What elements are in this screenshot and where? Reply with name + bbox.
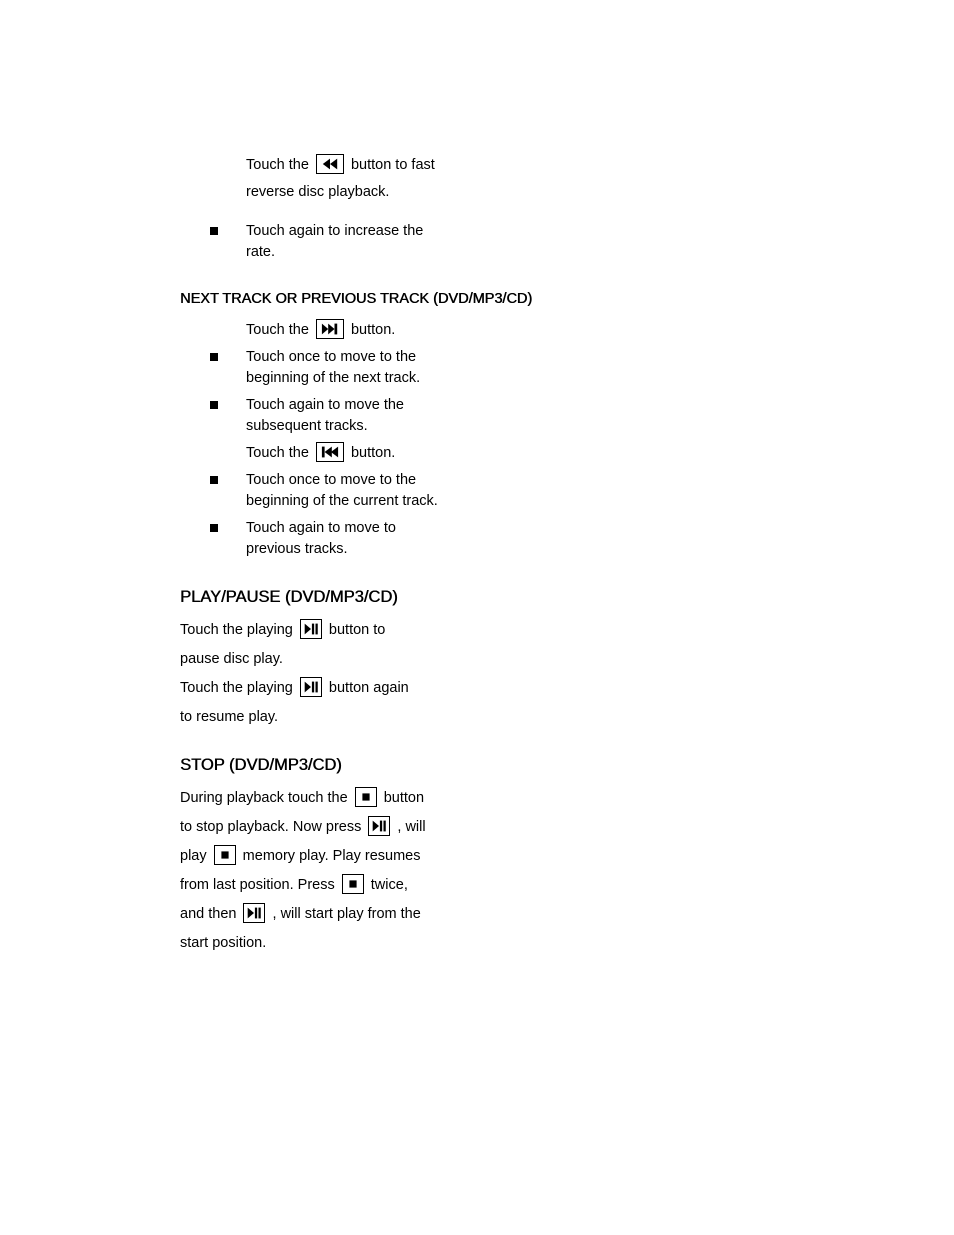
- playpause-line-1: Touch the playing button to: [180, 620, 774, 641]
- text-fragment: button to fast: [351, 157, 435, 173]
- text-fragment: play: [180, 848, 211, 864]
- bullet-text: Touch again to move the subsequent track…: [246, 395, 774, 437]
- stop-icon: [342, 874, 364, 894]
- bullet-text: Touch once to move to the beginning of t…: [246, 470, 774, 512]
- text-fragment: reverse disc playback.: [246, 184, 389, 200]
- text-fragment: Touch the: [246, 322, 313, 338]
- text-line: rate.: [246, 242, 774, 263]
- next-bullet-2: Touch again to move the subsequent track…: [210, 395, 774, 437]
- playpause-line-2: pause disc play.: [180, 649, 774, 670]
- text-line: Touch again to increase the: [246, 221, 774, 242]
- heading-next-prev: NEXT TRACK OR PREVIOUS TRACK (DVD/MP3/CD…: [180, 289, 774, 310]
- text-line: Touch again to move to: [246, 518, 774, 539]
- stop-icon: [355, 787, 377, 807]
- bullet-text: Touch again to increase the rate.: [246, 221, 774, 263]
- playpause-line-4: to resume play.: [180, 707, 774, 728]
- stop-line-4: from last position. Press twice,: [180, 875, 774, 896]
- bullet-text: Touch once to move to the beginning of t…: [246, 347, 774, 389]
- play-pause-icon: [243, 903, 265, 923]
- prev-bullet-2: Touch again to move to previous tracks.: [210, 518, 774, 560]
- text-fragment: Touch the: [246, 157, 313, 173]
- rewind-line-2: reverse disc playback.: [246, 182, 774, 203]
- bullet-icon: [210, 401, 218, 409]
- prev-line-1: Touch the button.: [246, 443, 774, 464]
- text-line: Touch again to move the: [246, 395, 774, 416]
- text-fragment: Touch the: [246, 445, 313, 461]
- next-track-icon: [316, 319, 344, 339]
- text-fragment: Touch the playing: [180, 680, 297, 696]
- next-line-1: Touch the button.: [246, 320, 774, 341]
- text-fragment: button to: [329, 622, 385, 638]
- text-fragment: button: [384, 790, 424, 806]
- text-line: Touch once to move to the: [246, 470, 774, 491]
- stop-line-6: start position.: [180, 933, 774, 954]
- playpause-line-3: Touch the playing button again: [180, 678, 774, 699]
- text-fragment: , will start play from the: [273, 906, 421, 922]
- stop-line-1: During playback touch the button: [180, 788, 774, 809]
- text-fragment: , will: [397, 819, 425, 835]
- rewind-icon: [316, 154, 344, 174]
- text-fragment: and then: [180, 906, 240, 922]
- text-fragment: to stop playback. Now press: [180, 819, 365, 835]
- stop-line-3: play memory play. Play resumes: [180, 846, 774, 867]
- bullet-icon: [210, 353, 218, 361]
- text-fragment: twice,: [371, 877, 408, 893]
- heading-stop: STOP (DVD/MP3/CD): [180, 754, 774, 778]
- text-fragment: button.: [351, 445, 395, 461]
- bullet-icon: [210, 476, 218, 484]
- text-fragment: button.: [351, 322, 395, 338]
- text-fragment: Touch the playing: [180, 622, 297, 638]
- prev-bullet-1: Touch once to move to the beginning of t…: [210, 470, 774, 512]
- rewind-line-1: Touch the button to fast: [246, 155, 774, 176]
- text-fragment: button again: [329, 680, 409, 696]
- rewind-bullet-1: Touch again to increase the rate.: [210, 221, 774, 263]
- next-bullet-1: Touch once to move to the beginning of t…: [210, 347, 774, 389]
- bullet-icon: [210, 227, 218, 235]
- bullet-text: Touch again to move to previous tracks.: [246, 518, 774, 560]
- play-pause-icon: [300, 619, 322, 639]
- heading-play-pause: PLAY/PAUSE (DVD/MP3/CD): [180, 586, 774, 610]
- text-line: subsequent tracks.: [246, 416, 774, 437]
- text-fragment: memory play. Play resumes: [243, 848, 421, 864]
- stop-line-2: to stop playback. Now press , will: [180, 817, 774, 838]
- stop-line-5: and then , will start play from the: [180, 904, 774, 925]
- play-pause-icon: [368, 816, 390, 836]
- prev-track-icon: [316, 442, 344, 462]
- play-pause-icon: [300, 677, 322, 697]
- text-line: beginning of the next track.: [246, 368, 774, 389]
- bullet-icon: [210, 524, 218, 532]
- text-line: beginning of the current track.: [246, 491, 774, 512]
- text-line: previous tracks.: [246, 539, 774, 560]
- stop-icon: [214, 845, 236, 865]
- text-line: Touch once to move to the: [246, 347, 774, 368]
- text-fragment: from last position. Press: [180, 877, 339, 893]
- text-fragment: During playback touch the: [180, 790, 352, 806]
